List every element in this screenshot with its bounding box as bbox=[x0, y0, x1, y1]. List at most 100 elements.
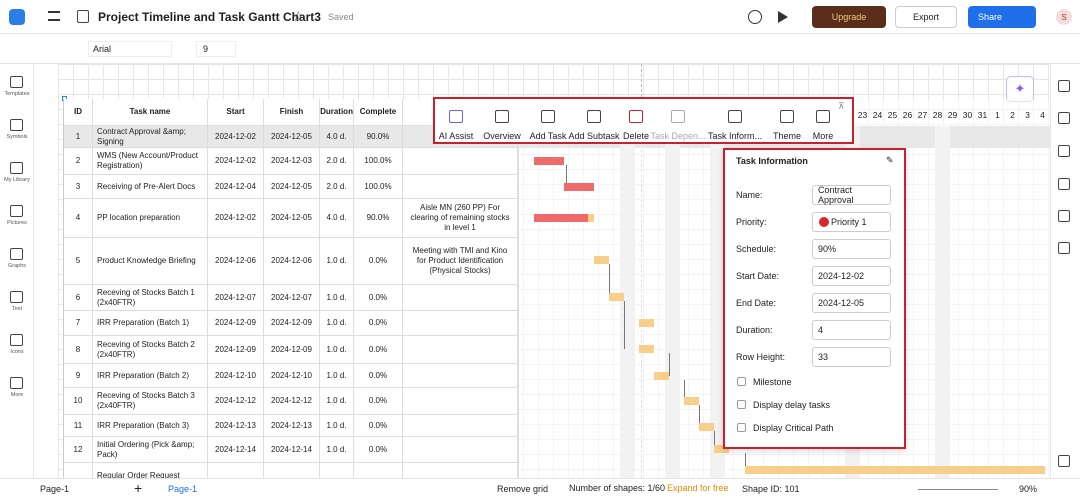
field-input[interactable]: 2024-12-05 bbox=[812, 293, 891, 313]
field-input[interactable]: 2024-12-02 bbox=[812, 266, 891, 286]
field-label: Row Height: bbox=[736, 352, 786, 362]
table-cell: 2024-12-12 bbox=[264, 388, 320, 415]
sidebar-label[interactable]: Symbols bbox=[6, 134, 28, 140]
gantt-bar bbox=[699, 423, 714, 431]
export-button[interactable]: Export bbox=[895, 6, 957, 28]
toolbar-icon[interactable] bbox=[816, 110, 830, 123]
field-input[interactable]: 90% bbox=[812, 239, 891, 259]
sidebar-icon[interactable] bbox=[10, 248, 23, 260]
table-cell: 2024-12-14 bbox=[208, 437, 264, 463]
sidebar-icon[interactable] bbox=[10, 334, 23, 346]
toolbar-icon[interactable] bbox=[629, 110, 643, 123]
help-icon[interactable] bbox=[748, 10, 762, 24]
menu-icon[interactable] bbox=[48, 11, 60, 21]
table-cell bbox=[403, 148, 518, 175]
gantt-bar bbox=[609, 293, 624, 301]
expand-link[interactable]: Expand for free bbox=[667, 483, 729, 493]
sidebar-label[interactable]: More bbox=[10, 392, 24, 398]
right-tool[interactable] bbox=[1058, 80, 1070, 92]
sidebar-icon[interactable] bbox=[10, 162, 23, 174]
table-header: Complete bbox=[354, 99, 403, 126]
sidebar-label[interactable]: Text bbox=[11, 306, 23, 312]
sidebar-icon[interactable] bbox=[10, 119, 23, 131]
size-select[interactable]: 9 bbox=[196, 41, 236, 57]
table-cell: 4.0 d. bbox=[320, 126, 354, 148]
right-tool[interactable] bbox=[1058, 210, 1070, 222]
priority-badge bbox=[819, 217, 829, 227]
toolbar-button[interactable]: Theme bbox=[772, 131, 801, 141]
option-label[interactable]: Display delay tasks bbox=[753, 400, 831, 410]
sidebar-label[interactable]: Icons bbox=[10, 349, 24, 355]
table-cell: IRR Preparation (Batch 3) bbox=[93, 415, 208, 437]
toolbar-icon[interactable] bbox=[587, 110, 601, 123]
doc-title[interactable]: Project Timeline and Task Gantt Chart3 bbox=[98, 10, 321, 24]
toolbar-button[interactable]: Task Inform... bbox=[707, 131, 762, 141]
sidebar-icon[interactable] bbox=[10, 291, 23, 303]
right-tool[interactable] bbox=[1058, 145, 1070, 157]
field-input[interactable]: Priority 1 bbox=[812, 212, 891, 232]
share-button[interactable]: Share bbox=[968, 6, 1036, 28]
toolbar-icon[interactable] bbox=[671, 110, 685, 123]
toolbar-button[interactable]: Overview bbox=[483, 131, 521, 141]
upgrade-button[interactable]: Upgrade bbox=[812, 6, 886, 28]
table-cell: 1.0 d. bbox=[320, 364, 354, 388]
doc-icon bbox=[77, 10, 89, 23]
play-icon[interactable] bbox=[778, 11, 788, 23]
sidebar-label[interactable]: Pictures bbox=[7, 220, 27, 226]
font-select[interactable]: Arial bbox=[88, 41, 172, 57]
toolbar-icon[interactable] bbox=[449, 110, 463, 123]
toolbar-icon[interactable] bbox=[780, 110, 794, 123]
zoom-level[interactable]: 90% bbox=[1019, 484, 1038, 494]
logo[interactable] bbox=[9, 9, 25, 25]
sidebar-icon[interactable] bbox=[10, 205, 23, 217]
sidebar-label[interactable]: My Library bbox=[4, 177, 30, 183]
right-tool[interactable] bbox=[1058, 112, 1070, 124]
page-select[interactable]: Page-1 bbox=[40, 484, 70, 494]
checkbox[interactable] bbox=[737, 423, 746, 432]
table-cell: 2024-12-02 bbox=[208, 126, 264, 148]
toolbar-icon[interactable] bbox=[495, 110, 509, 123]
toolbar-button[interactable]: Add Subtask bbox=[568, 131, 620, 141]
table-cell: 2024-12-04 bbox=[208, 175, 264, 199]
toolbar-button[interactable]: Add Task bbox=[529, 131, 567, 141]
page-tab[interactable]: Page-1 bbox=[168, 484, 198, 494]
status-bar bbox=[0, 478, 1080, 500]
zoom-slider[interactable] bbox=[918, 489, 998, 490]
dependency-line bbox=[669, 353, 670, 376]
sidebar-label[interactable]: Graphs bbox=[7, 263, 27, 269]
checkbox[interactable] bbox=[737, 400, 746, 409]
field-input[interactable]: Contract Approval bbox=[812, 185, 891, 205]
checkbox[interactable] bbox=[737, 377, 746, 386]
gantt-bar bbox=[534, 157, 564, 165]
toolbar-button[interactable]: More bbox=[812, 131, 834, 141]
dependency-line bbox=[684, 380, 685, 401]
header-bar bbox=[0, 0, 1080, 34]
sidebar-icon[interactable] bbox=[10, 76, 23, 88]
toolbar-button[interactable]: AI Assist bbox=[438, 131, 474, 141]
table-cell: 90.0% bbox=[354, 126, 403, 148]
field-input[interactable]: 4 bbox=[812, 320, 891, 340]
table-header: Duration bbox=[320, 99, 354, 126]
right-tool[interactable] bbox=[1058, 455, 1070, 467]
toolbar-button[interactable]: Task Depen... bbox=[650, 131, 706, 141]
right-tool[interactable] bbox=[1058, 242, 1070, 254]
option-label[interactable]: Display Critical Path bbox=[753, 423, 834, 433]
table-cell bbox=[403, 437, 518, 463]
field-input[interactable]: 33 bbox=[812, 347, 891, 367]
field-label: Name: bbox=[736, 190, 763, 200]
toolbar-icon[interactable] bbox=[728, 110, 742, 123]
add-page[interactable]: + bbox=[134, 480, 143, 496]
toolbar-button[interactable]: Delete bbox=[622, 131, 649, 141]
toolbar-icon[interactable] bbox=[541, 110, 555, 123]
remove-grid[interactable]: Remove grid bbox=[497, 484, 549, 494]
ai-button[interactable]: ✦ bbox=[1006, 76, 1034, 102]
shape-id: Shape ID: 101 bbox=[742, 484, 800, 494]
avatar[interactable]: S bbox=[1056, 9, 1072, 25]
weekend-column bbox=[710, 126, 725, 478]
right-tool[interactable] bbox=[1058, 178, 1070, 190]
option-label[interactable]: Milestone bbox=[753, 377, 792, 387]
sidebar-icon[interactable] bbox=[10, 377, 23, 389]
sidebar-label[interactable]: Templates bbox=[4, 91, 30, 97]
table-cell: 100.0% bbox=[354, 175, 403, 199]
table-cell: Receiving of Pre-Alert Docs bbox=[93, 175, 208, 199]
